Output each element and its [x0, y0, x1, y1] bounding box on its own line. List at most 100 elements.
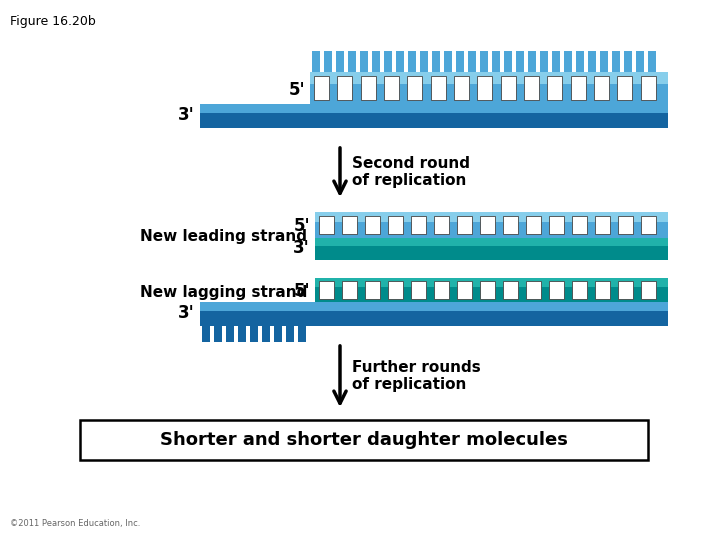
Bar	[365, 215, 380, 234]
Text: 3': 3'	[179, 106, 195, 124]
Bar	[547, 77, 562, 99]
Text: 5': 5'	[289, 80, 305, 99]
Bar	[477, 77, 492, 99]
Text: Further rounds
of replication: Further rounds of replication	[352, 360, 481, 392]
Bar	[310, 72, 668, 84]
Bar	[641, 281, 656, 299]
Bar	[286, 326, 294, 342]
Bar	[315, 212, 668, 238]
Bar	[314, 77, 329, 99]
Bar	[456, 51, 464, 72]
Bar	[200, 104, 668, 128]
Bar	[526, 281, 541, 299]
Bar	[342, 281, 357, 299]
Bar	[500, 77, 516, 99]
Bar	[549, 215, 564, 234]
Bar	[618, 281, 633, 299]
Bar	[648, 51, 656, 72]
Text: New lagging strand: New lagging strand	[140, 285, 307, 300]
Bar	[503, 215, 518, 234]
Bar	[200, 302, 668, 326]
Bar	[641, 215, 656, 234]
Bar	[524, 77, 539, 99]
Bar	[411, 281, 426, 299]
Bar	[617, 77, 632, 99]
Bar	[200, 104, 668, 113]
Bar	[636, 51, 644, 72]
Text: 3': 3'	[293, 239, 310, 257]
Text: New leading strand: New leading strand	[140, 228, 307, 244]
Bar	[492, 51, 500, 72]
Bar	[384, 77, 399, 99]
Bar	[238, 326, 246, 342]
Bar	[315, 278, 668, 302]
Bar	[576, 51, 584, 72]
Bar	[80, 420, 648, 460]
Bar	[588, 51, 596, 72]
Bar	[549, 281, 564, 299]
Bar	[572, 215, 587, 234]
Bar	[372, 51, 380, 72]
Bar	[528, 51, 536, 72]
Text: Shorter and shorter daughter molecules: Shorter and shorter daughter molecules	[160, 431, 568, 449]
Bar	[200, 302, 668, 311]
Bar	[612, 51, 620, 72]
Bar	[434, 281, 449, 299]
Bar	[319, 215, 334, 234]
Bar	[444, 51, 452, 72]
Bar	[396, 51, 404, 72]
Bar	[552, 51, 560, 72]
Bar	[342, 215, 357, 234]
Bar	[226, 326, 234, 342]
Bar	[432, 51, 440, 72]
Bar	[480, 215, 495, 234]
Bar	[540, 51, 548, 72]
Bar	[641, 77, 656, 99]
Bar	[408, 77, 423, 99]
Bar	[250, 326, 258, 342]
Bar	[457, 281, 472, 299]
Text: 5': 5'	[293, 282, 310, 300]
Bar	[336, 51, 344, 72]
Bar	[434, 215, 449, 234]
Bar	[319, 281, 334, 299]
Bar	[315, 238, 668, 246]
Bar	[420, 51, 428, 72]
Bar	[571, 77, 586, 99]
Bar	[388, 215, 402, 234]
Bar	[454, 77, 469, 99]
Bar	[408, 51, 416, 72]
Bar	[564, 51, 572, 72]
Text: ©2011 Pearson Education, Inc.: ©2011 Pearson Education, Inc.	[10, 519, 140, 528]
Bar	[214, 326, 222, 342]
Text: Second round
of replication: Second round of replication	[352, 156, 470, 188]
Bar	[468, 51, 476, 72]
Bar	[324, 51, 332, 72]
Bar	[431, 77, 446, 99]
Bar	[262, 326, 270, 342]
Bar	[310, 72, 668, 104]
Bar	[504, 51, 512, 72]
Bar	[312, 51, 320, 72]
Bar	[516, 51, 524, 72]
Bar	[594, 77, 609, 99]
Bar	[480, 281, 495, 299]
Bar	[384, 51, 392, 72]
Bar	[388, 281, 402, 299]
Bar	[595, 215, 610, 234]
Bar	[315, 238, 668, 260]
Bar	[572, 281, 587, 299]
Bar	[338, 77, 352, 99]
Bar	[274, 326, 282, 342]
Bar	[315, 278, 668, 287]
Bar	[480, 51, 488, 72]
Bar	[526, 215, 541, 234]
Bar	[618, 215, 633, 234]
Bar	[503, 281, 518, 299]
Bar	[365, 281, 380, 299]
Text: Figure 16.20b: Figure 16.20b	[10, 15, 96, 28]
Bar	[600, 51, 608, 72]
Bar	[202, 326, 210, 342]
Bar	[348, 51, 356, 72]
Bar	[595, 281, 610, 299]
